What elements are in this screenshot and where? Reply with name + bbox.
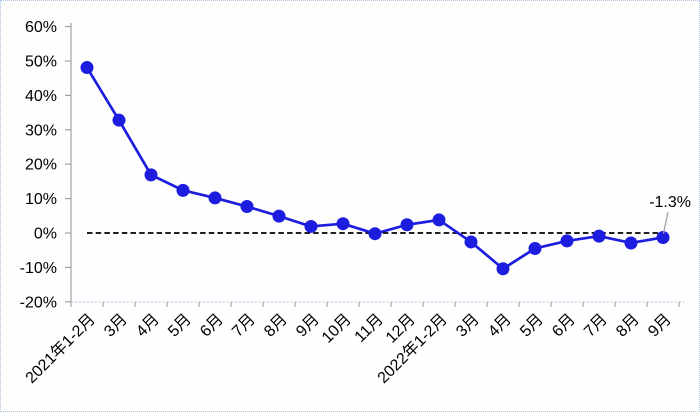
data-point-marker <box>176 183 190 197</box>
x-axis-category-label: 9月 <box>293 311 323 341</box>
x-axis-category-label: 3月 <box>453 311 483 341</box>
data-point-marker <box>80 61 94 75</box>
x-axis-category-label: 7月 <box>581 311 611 341</box>
last-value-label: -1.3% <box>649 194 691 211</box>
data-point-marker <box>496 262 510 276</box>
x-axis-category-label: 8月 <box>261 311 291 341</box>
x-axis-category-label: 3月 <box>101 311 131 341</box>
y-axis-tick-label: 10% <box>25 191 57 208</box>
data-point-marker <box>304 219 318 233</box>
data-point-marker <box>432 213 446 227</box>
x-axis-category-label: 5月 <box>165 311 195 341</box>
data-point-marker <box>400 218 414 232</box>
x-axis-category-label: 8月 <box>613 311 643 341</box>
annotation-leader-line <box>662 211 669 234</box>
x-axis-category-label: 9月 <box>645 311 675 341</box>
y-axis-tick-label: 40% <box>25 88 57 105</box>
x-axis-category-label: 4月 <box>485 311 515 341</box>
data-point-marker <box>624 236 638 250</box>
x-axis-category-label: 2021年1-2月 <box>22 310 99 387</box>
x-axis-category-label: 6月 <box>549 311 579 341</box>
data-point-marker <box>272 209 286 223</box>
x-axis-category-label: 11月 <box>352 311 387 346</box>
y-axis-tick-label: 30% <box>25 122 57 139</box>
x-axis-category-label: 10月 <box>319 311 355 347</box>
data-point-marker <box>144 168 158 182</box>
y-axis-tick-label: 50% <box>25 54 57 71</box>
x-axis-category-label: 5月 <box>517 311 547 341</box>
x-axis-category-label: 4月 <box>133 311 163 341</box>
data-point-marker <box>528 241 542 255</box>
data-point-marker <box>112 113 126 127</box>
y-axis-tick-label: -20% <box>20 294 57 311</box>
data-point-marker <box>240 200 254 214</box>
y-axis-tick-label: 20% <box>25 157 57 174</box>
x-axis-category-label: 7月 <box>229 311 259 341</box>
data-point-marker <box>560 234 574 248</box>
data-point-marker <box>464 235 478 249</box>
y-axis-tick-label: -10% <box>20 260 57 277</box>
y-axis-tick-label: 60% <box>25 19 57 36</box>
data-point-marker <box>592 229 606 243</box>
data-point-marker <box>336 217 350 231</box>
data-point-marker <box>656 230 670 244</box>
data-point-marker <box>208 191 222 205</box>
x-axis-category-label: 6月 <box>197 311 227 341</box>
y-axis-tick-label: 0% <box>34 226 57 243</box>
data-point-marker <box>368 227 382 241</box>
